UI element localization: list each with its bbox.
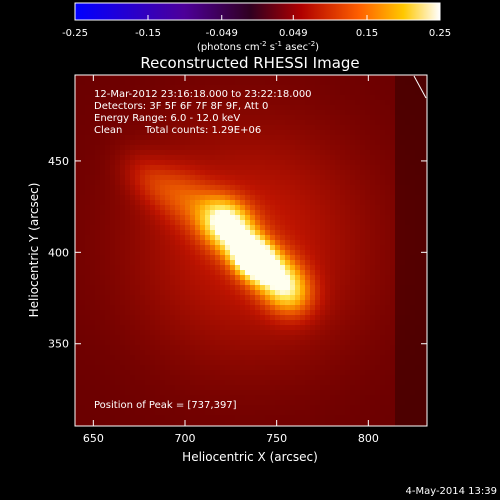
x-tick-label: 650 [83,432,104,445]
y-axis-ticks: 350 400 450 [48,155,427,351]
x-tick-label: 750 [266,432,287,445]
chart-title: Reconstructed RHESSI Image [140,54,359,72]
colorbar-tick-label: -0.25 [62,28,88,39]
plot-frame [74,74,428,427]
energy-range-text: Energy Range: 6.0 - 12.0 keV [94,113,240,124]
x-axis-label: Heliocentric X (arcsec) [182,450,318,464]
total-counts-text: Total counts: 1.29E+06 [144,125,261,136]
detectors-text: Detectors: 3F 5F 6F 7F 8F 9F, Att 0 [94,101,268,112]
colorbar-tick-label: 0.15 [356,28,378,39]
x-axis-ticks: 650 700 750 800 [83,75,379,445]
y-tick-label: 450 [48,155,69,168]
y-tick-label: 350 [48,338,69,351]
time-range-text: 12-Mar-2012 23:16:18.000 to 23:22:18.000 [94,89,312,100]
y-tick-label: 400 [48,246,69,259]
y-axis-label: Heliocentric Y (arcsec) [27,183,41,318]
plot-area: 650 700 750 800 350 400 450 [48,74,428,445]
algorithm-text: Clean [94,125,122,136]
x-tick-label: 700 [175,432,196,445]
limb-edge-line [413,75,427,99]
footer-date: 4-May-2014 13:39 [405,486,497,497]
colorbar-tick-label: -0.15 [135,28,161,39]
heatmap-image [75,75,427,426]
colorbar-strip [74,2,441,21]
colorbar-unit-label: (photons cm-2 s-1 asec-2) [197,40,319,53]
colorbar-tick-label: -0.049 [206,28,238,39]
x-tick-label: 800 [358,432,379,445]
colorbar-tick-label: 0.049 [279,28,308,39]
colorbar-tick-label: 0.25 [429,28,451,39]
peak-position-text: Position of Peak = [737,397] [94,400,237,411]
observation-info: 12-Mar-2012 23:16:18.000 to 23:22:18.000… [94,89,312,411]
colorbar: -0.25 -0.15 -0.049 0.049 0.15 0.25 (photons c… [62,2,451,53]
colorbar-ticks: -0.25 -0.15 -0.049 0.049 0.15 0.25 [62,15,451,39]
